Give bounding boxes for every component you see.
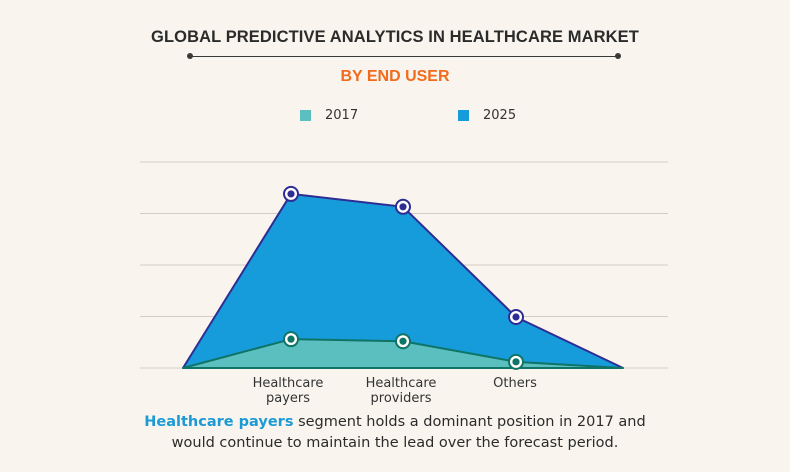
x-tick-label-line2: providers bbox=[370, 391, 432, 406]
x-tick-label-others: Others bbox=[455, 376, 575, 391]
legend-swatch-2017 bbox=[300, 110, 311, 121]
data-point-core-2017 bbox=[287, 335, 295, 343]
x-tick-label-line2: payers bbox=[265, 391, 311, 406]
data-point-core-2025 bbox=[399, 203, 407, 211]
x-tick-label-line1: Others bbox=[493, 376, 537, 391]
x-tick-label-line1: Healthcare bbox=[252, 376, 324, 391]
data-point-core-2017 bbox=[399, 337, 407, 345]
legend-label-2025: 2025 bbox=[483, 108, 517, 123]
x-tick-label-line1: Healthcare bbox=[365, 376, 437, 391]
legend-label-2017: 2017 bbox=[325, 108, 359, 123]
title-divider bbox=[190, 56, 618, 57]
legend-swatch-2025 bbox=[458, 110, 469, 121]
legend-item-2025: 2025 bbox=[458, 108, 516, 123]
chart-title: GLOBAL PREDICTIVE ANALYTICS IN HEALTHCAR… bbox=[151, 28, 639, 46]
chart-subtitle: BY END USER bbox=[340, 68, 450, 85]
divider-dot-right bbox=[615, 53, 621, 59]
data-point-core-2025 bbox=[287, 190, 295, 198]
caption-line-1: Healthcare payers segment holds a domina… bbox=[0, 412, 790, 433]
divider-dot-left bbox=[187, 53, 193, 59]
chart-caption: Healthcare payers segment holds a domina… bbox=[0, 412, 790, 454]
data-point-core-2025 bbox=[512, 313, 520, 321]
caption-highlight: Healthcare payers bbox=[144, 414, 294, 430]
legend-item-2017: 2017 bbox=[300, 108, 358, 123]
data-point-core-2017 bbox=[512, 358, 520, 366]
x-tick-label-providers: Healthcare providers bbox=[341, 376, 461, 406]
x-tick-label-payers: Healthcare payers bbox=[228, 376, 348, 406]
caption-line-2: would continue to maintain the lead over… bbox=[171, 435, 619, 451]
caption-text: segment holds a dominant position in 201… bbox=[293, 414, 646, 430]
